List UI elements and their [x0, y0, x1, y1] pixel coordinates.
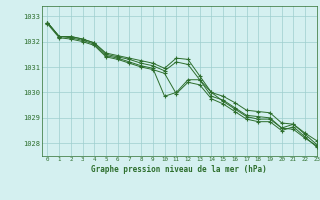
X-axis label: Graphe pression niveau de la mer (hPa): Graphe pression niveau de la mer (hPa): [91, 165, 267, 174]
